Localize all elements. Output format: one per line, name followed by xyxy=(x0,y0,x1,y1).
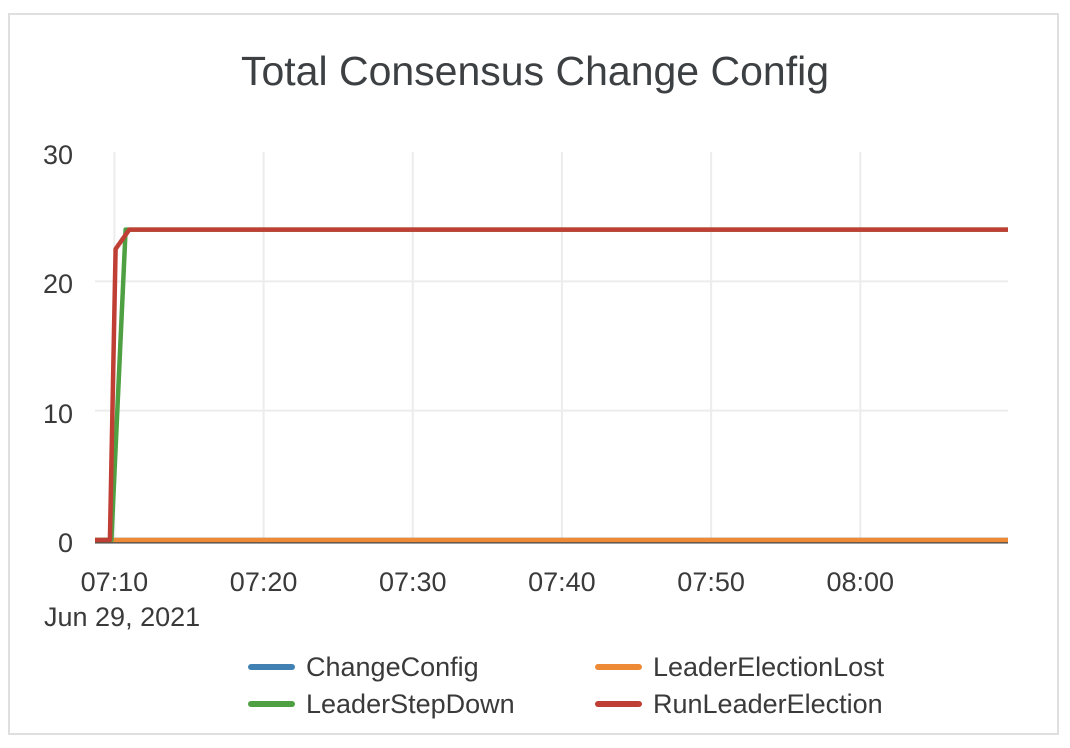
y-tick-label: 0 xyxy=(57,528,73,558)
series-line-RunLeaderElection xyxy=(95,227,1008,543)
legend-item-LeaderElectionLost[interactable]: LeaderElectionLost xyxy=(595,651,884,683)
x-tick-label: 07:10 xyxy=(80,567,149,597)
legend-swatch-LeaderElectionLost xyxy=(595,664,642,670)
legend-label: LeaderStepDown xyxy=(306,688,515,719)
x-axis-date-label: Jun 29, 2021 xyxy=(44,602,201,632)
legend-swatch-LeaderStepDown xyxy=(248,701,295,707)
y-tick-label: 10 xyxy=(42,398,73,429)
legend-item-RunLeaderElection[interactable]: RunLeaderElection xyxy=(595,688,884,720)
chart-title: Total Consensus Change Config xyxy=(240,48,830,94)
series-line-LeaderStepDown xyxy=(95,227,1008,543)
chart-legend: ChangeConfig LeaderElectionLost LeaderStep… xyxy=(248,651,884,720)
chart-card xyxy=(8,13,1059,735)
x-tick-label: 07:50 xyxy=(677,567,745,597)
legend-label: LeaderElectionLost xyxy=(653,651,885,682)
x-tick-label: 07:40 xyxy=(528,567,596,597)
legend-label: RunLeaderElection xyxy=(653,688,883,719)
legend-item-LeaderStepDown[interactable]: LeaderStepDown xyxy=(248,688,595,720)
legend-item-ChangeConfig[interactable]: ChangeConfig xyxy=(248,651,595,683)
x-tick-label: 07:30 xyxy=(379,567,447,597)
y-tick-label: 20 xyxy=(42,269,73,300)
legend-swatch-ChangeConfig xyxy=(248,664,295,670)
legend-swatch-RunLeaderElection xyxy=(595,701,642,707)
legend-label: ChangeConfig xyxy=(306,651,479,682)
y-tick-label: 30 xyxy=(42,140,73,170)
x-tick-label: 07:20 xyxy=(229,567,298,597)
x-tick-label: 08:00 xyxy=(826,567,895,597)
